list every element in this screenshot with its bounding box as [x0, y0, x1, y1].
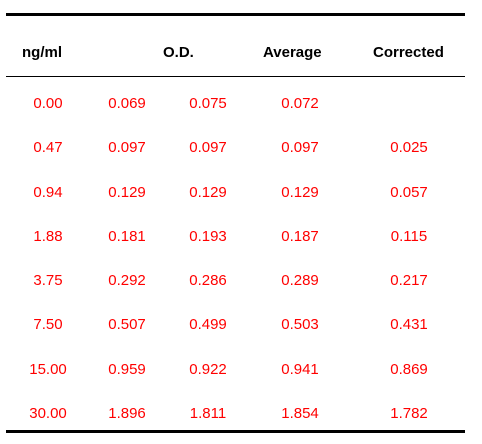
cell-od-1: 0.069 [108, 95, 146, 112]
cell-corrected: 0.057 [390, 183, 428, 201]
table-row: 0.47 0.097 0.097 0.097 0.025 [6, 121, 465, 165]
cell-concentration: 1.88 [33, 227, 63, 245]
cell-concentration: 3.75 [33, 272, 63, 290]
cell-corrected: 0.869 [390, 360, 428, 378]
cell-concentration: 30.00 [29, 405, 67, 423]
cell-corrected: 0.431 [390, 316, 428, 334]
table-top-rule [6, 13, 465, 16]
cell-od-1: 0.097 [108, 139, 146, 157]
cell-average: 0.289 [281, 272, 319, 290]
cell-corrected: 0.217 [390, 272, 428, 290]
cell-od-2: 0.129 [189, 183, 227, 201]
cell-corrected: 0.115 [390, 227, 428, 245]
cell-od-1: 0.292 [108, 272, 146, 290]
cell-concentration: 0.00 [33, 95, 63, 112]
table-row: 0.94 0.129 0.129 0.129 0.057 [6, 166, 465, 210]
cell-average: 0.097 [281, 139, 319, 157]
cell-concentration: 0.94 [33, 183, 63, 201]
table-row: 3.75 0.292 0.286 0.289 0.217 [6, 254, 465, 298]
table-row: 0.00 0.069 0.075 0.072 [6, 77, 465, 121]
cell-corrected: 1.782 [390, 405, 428, 423]
cell-concentration: 0.47 [33, 139, 63, 157]
cell-concentration: 7.50 [33, 316, 63, 334]
cell-average: 0.503 [281, 316, 319, 334]
cell-od-2: 0.499 [189, 316, 227, 334]
table-row: 15.00 0.959 0.922 0.941 0.869 [6, 343, 465, 387]
table-header-rule [6, 76, 465, 77]
cell-od-2: 0.922 [189, 360, 227, 378]
standard-curve-table: ng/ml O.D. Average Corrected 0.00 0.069 0.… [6, 13, 465, 433]
cell-od-2: 0.097 [189, 139, 227, 157]
table-bottom-rule [6, 430, 465, 433]
cell-concentration: 15.00 [29, 360, 67, 378]
cell-average: 0.129 [281, 183, 319, 201]
cell-od-1: 0.129 [108, 183, 146, 201]
cell-od-2: 1.811 [189, 405, 227, 423]
cell-od-1: 0.959 [108, 360, 146, 378]
table-row: 30.00 1.896 1.811 1.854 1.782 [6, 387, 465, 431]
header-od: O.D. [163, 44, 194, 61]
header-corrected: Corrected [373, 44, 444, 61]
header-average: Average [263, 44, 322, 61]
cell-average: 0.941 [281, 360, 319, 378]
header-concentration: ng/ml [22, 44, 62, 61]
cell-od-2: 0.193 [189, 227, 227, 245]
table-body: 0.00 0.069 0.075 0.072 0.47 0.097 0.097 0.097 0.… [6, 77, 465, 431]
table-row: 1.88 0.181 0.193 0.187 0.115 [6, 210, 465, 254]
table-header-row: ng/ml O.D. Average Corrected [6, 16, 465, 76]
cell-average: 0.187 [281, 227, 319, 245]
cell-average: 1.854 [281, 405, 319, 423]
cell-od-1: 1.896 [108, 405, 146, 423]
cell-od-2: 0.075 [189, 95, 227, 112]
cell-corrected: 0.025 [390, 139, 428, 157]
cell-average: 0.072 [281, 95, 319, 112]
table-row: 7.50 0.507 0.499 0.503 0.431 [6, 298, 465, 342]
cell-od-1: 0.507 [108, 316, 146, 334]
cell-od-1: 0.181 [108, 227, 146, 245]
cell-od-2: 0.286 [189, 272, 227, 290]
